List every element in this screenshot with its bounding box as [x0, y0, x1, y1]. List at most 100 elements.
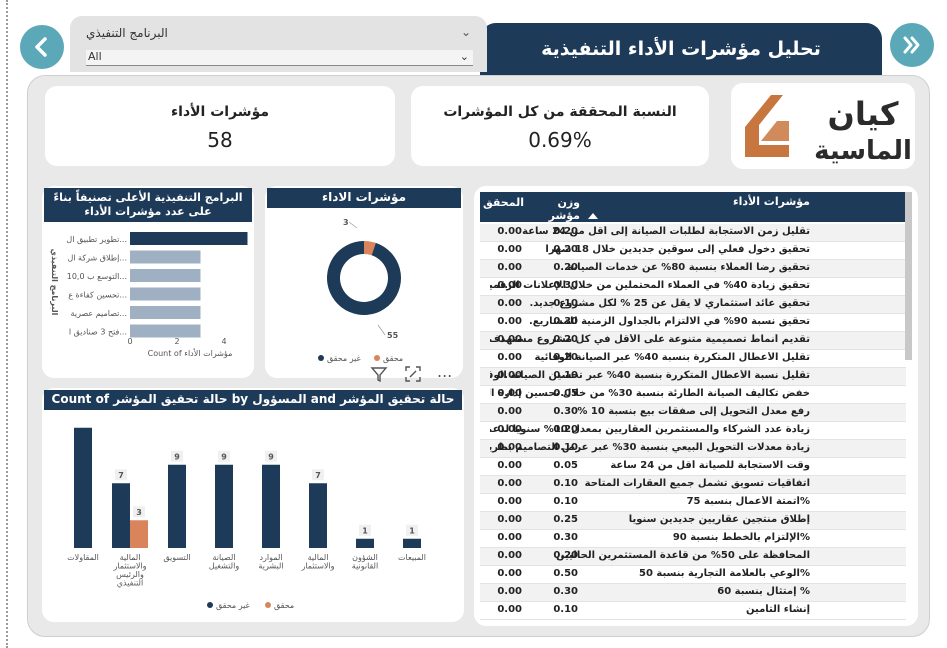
table-row[interactable]: %الإلتزام بالخطط بنسبة 90 0.30 0.00	[480, 530, 906, 548]
table-scrollbar[interactable]	[905, 192, 912, 360]
slicer-selected-value: All	[88, 50, 102, 63]
program-bar	[130, 306, 201, 319]
category-tick-label: المالية	[308, 553, 329, 562]
category-tick-label: المالية	[120, 553, 141, 562]
cell-weight: 0.05	[553, 460, 578, 471]
cell-achieved: 0.00	[497, 406, 522, 417]
category-tick-label: المقاولات	[67, 553, 99, 562]
cell-indicator-name: تحقيق عائد استثماري لا يقل عن 25 % لكل م…	[529, 298, 810, 309]
status-bar-not-achieved	[74, 427, 92, 548]
forward-nav-button[interactable]	[890, 23, 934, 67]
table-row[interactable]: وقت الاستجابة للصيانة أقل من 24 ساعة 0.05…	[480, 458, 906, 476]
cell-weight: 0.30	[553, 586, 578, 597]
column-header-weight[interactable]: وزن مؤشر	[548, 196, 580, 222]
table-row[interactable]: زيادة عدد الشركاء والمستثمرين العقاريين …	[480, 422, 906, 440]
program-tick-label: تطوير تطبيق ال...	[66, 235, 127, 244]
dropdown-arrow-icon[interactable]: ⌄	[459, 50, 469, 63]
focus-mode-icon[interactable]	[403, 364, 423, 384]
legend-marker	[265, 602, 271, 608]
slicer-dropdown[interactable]: All ⌄	[86, 50, 473, 66]
cell-indicator-name: خفض تكاليف الصيانة الطارئة بنسبة 30% من …	[490, 388, 810, 399]
data-label-bg	[133, 506, 145, 518]
table-row[interactable]: رفع معدل التحويل إلى صفقات بيع بنسبة 10 …	[480, 404, 906, 422]
donut-slice	[327, 241, 401, 315]
cell-indicator-name: تحقيق زيادة 40% في العملاء المحتملين من …	[490, 280, 810, 291]
cell-weight: 0.10	[553, 442, 578, 453]
status-bar-not-achieved	[168, 464, 186, 548]
cell-weight: 0.20	[553, 226, 578, 237]
table-row[interactable]: تقديم أنماط تصميمية متنوعة على الأقل في …	[480, 332, 906, 350]
table-row[interactable]: خفض تكاليف الصيانة الطارئة بنسبة 30% من …	[480, 386, 906, 404]
category-tick-label: الصيانة	[213, 553, 236, 562]
data-label: 9	[174, 452, 180, 461]
column-header-indicator[interactable]: مؤشرات الأداء	[732, 195, 810, 208]
cell-indicator-name: المحافظة على 50% من قاعدة المستثمرين الح…	[555, 550, 810, 561]
column-header-achieved[interactable]: المحقق	[482, 196, 524, 209]
more-options-icon[interactable]: ...	[437, 362, 453, 381]
program-tick-label: تحسين كفاءة ع...	[68, 291, 127, 300]
x-tick-label: 0	[127, 337, 132, 346]
legend-marker	[374, 355, 380, 361]
cell-indicator-name: تقليل الأعطال المتكررة بنسبة 40% عبر الص…	[534, 352, 810, 363]
table-row[interactable]: تقليل زمن الاستجابة لطلبات الصيانة إلى أ…	[480, 224, 906, 242]
filter-icon[interactable]	[369, 364, 389, 384]
status-bar-not-achieved	[112, 483, 130, 548]
data-label-bg	[359, 524, 371, 536]
data-label-bg	[312, 469, 324, 481]
cell-weight: 0.30	[553, 316, 578, 327]
x-axis-title: Count of مؤشرات الأداء	[148, 348, 233, 358]
cell-achieved: 0.00	[497, 550, 522, 561]
cell-weight: 0.20	[553, 424, 578, 435]
chevron-down-icon[interactable]: ⌄	[460, 25, 471, 39]
table-row[interactable]: %الوعي بالعلامة التجارية بنسبة 50 0.50 0.0…	[480, 566, 906, 584]
table-row[interactable]: % إمتثال بنسبة 60 0.30 0.00	[480, 584, 906, 602]
table-row[interactable]: إطلاق منتجين عقاريين جديدين سنوياً 0.25 0.…	[480, 512, 906, 530]
program-bar	[130, 287, 201, 301]
cell-achieved: 0.00	[497, 352, 522, 363]
table-row[interactable]: اتفاقيات تسويق تشمل جميع العقارات المتاح…	[480, 476, 906, 494]
data-label: 7	[118, 471, 124, 480]
table-row[interactable]: تحقيق عائد استثماري لا يقل عن 25 % لكل م…	[480, 296, 906, 314]
cell-indicator-name: زيادة معدلات التحويل البيعي بنسبة 30% عب…	[490, 442, 810, 453]
cell-achieved: 0.00	[497, 514, 522, 525]
cell-achieved: 0.00	[497, 262, 522, 273]
table-row[interactable]: تقليل نسبة الأعطال المتكررة بنسبة 40% عب…	[480, 368, 906, 386]
back-nav-button[interactable]	[20, 25, 64, 69]
legend-marker	[207, 602, 213, 608]
x-tick-label: 2	[174, 337, 179, 346]
program-slicer[interactable]: البرنامج التنفيذي ⌄ All ⌄	[70, 16, 487, 72]
status-bar-chart: المقاولات73الماليةوالاستثماروالرئيسالتنف…	[67, 427, 426, 610]
cell-indicator-name: تقديم أنماط تصميمية متنوعة على الأقل في …	[490, 334, 810, 345]
program-bar	[130, 269, 201, 282]
indicators-table: مؤشرات الأداء وزن مؤشر المحقق تقليل زمن …	[480, 192, 906, 622]
table-header: مؤشرات الأداء وزن مؤشر المحقق	[480, 192, 906, 222]
table-row[interactable]: تحقيق رضا العملاء بنسبة 80% عن خدمات الص…	[480, 260, 906, 278]
legend-label: محقق	[383, 354, 403, 363]
cell-weight: 0.20	[553, 262, 578, 273]
cell-weight: 0.30	[553, 280, 578, 291]
program-tick-label: التوسع ب 10,0...	[67, 272, 127, 281]
table-row[interactable]: زيادة معدلات التحويل البيعي بنسبة 30% عب…	[480, 440, 906, 458]
status-bar-not-achieved	[309, 483, 327, 548]
legend-label: غير محقق	[327, 354, 361, 363]
data-label-bg	[265, 450, 277, 462]
table-row[interactable]: إنشاء التأمين 0.10 0.00	[480, 602, 906, 620]
status-bar-not-achieved	[403, 538, 421, 548]
category-tick-label: الموارد	[259, 553, 282, 562]
table-row[interactable]: المحافظة على 50% من قاعدة المستثمرين الح…	[480, 548, 906, 566]
cell-indicator-name: اتفاقيات تسويق تشمل جميع العقارات المتاح…	[584, 478, 810, 489]
data-label: 1	[409, 526, 415, 535]
program-bar	[130, 324, 201, 338]
sort-ascending-icon[interactable]	[588, 212, 598, 220]
data-label: 1	[362, 526, 368, 535]
table-row[interactable]: %أتمتة الأعمال بنسبة 75 0.10 0.00	[480, 494, 906, 512]
table-row[interactable]: تحقيق دخول فعلي إلى سوقين جديدين خلال 18…	[480, 242, 906, 260]
table-row[interactable]: تحقيق زيادة 40% في العملاء المحتملين من …	[480, 278, 906, 296]
legend-label: غير محقق	[216, 601, 250, 610]
table-row[interactable]: تحقيق نسبة 90% في الالتزام بالجداول الزم…	[480, 314, 906, 332]
table-row[interactable]: تقليل الأعطال المتكررة بنسبة 40% عبر الص…	[480, 350, 906, 368]
donut-leader-line	[377, 324, 386, 336]
cell-indicator-name: تقليل زمن الاستجابة لطلبات الصيانة إلى أ…	[522, 226, 810, 237]
top-programs-chart: تطوير تطبيق ال... إطلاق شركة ال... التوسع …	[50, 232, 248, 358]
cell-achieved: 0.00	[497, 316, 522, 327]
